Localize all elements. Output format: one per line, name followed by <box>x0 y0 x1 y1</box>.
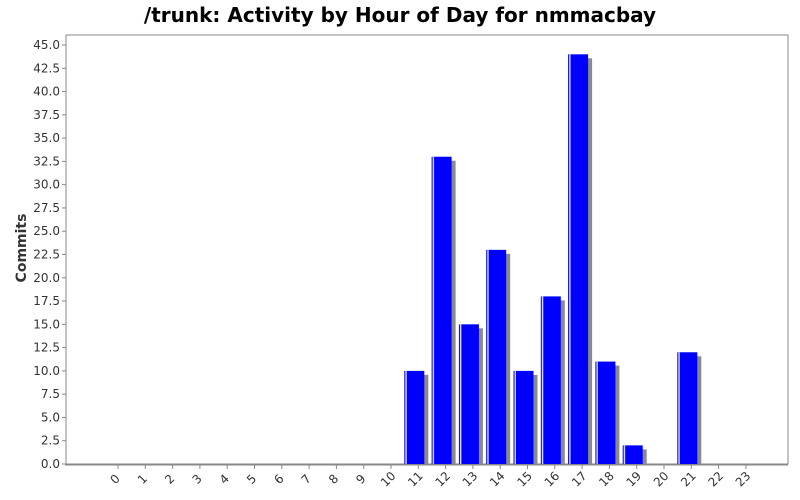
y-tick-label: 10.0 <box>33 364 60 378</box>
y-tick-label: 17.5 <box>33 294 60 308</box>
bar-group <box>540 296 565 464</box>
bar <box>540 296 561 464</box>
x-tick-label: 13 <box>460 469 481 490</box>
x-axis-ticks: 0 1 2 3 4 5 6 7 8 9 10 11 12 13 14 15 16 17 18 19 20 21 22 23 <box>108 465 754 490</box>
x-tick-label: 16 <box>542 469 563 490</box>
bar-group <box>677 352 702 464</box>
y-tick-label: 2.5 <box>41 434 60 448</box>
bar-group <box>513 370 538 464</box>
x-tick-label: 17 <box>569 469 590 490</box>
y-tick-label: 45.0 <box>33 38 60 52</box>
chart-title: /trunk: Activity by Hour of Day for nmma… <box>144 3 656 27</box>
y-tick-label: 12.5 <box>33 341 60 355</box>
y-tick-label: 42.5 <box>33 61 60 75</box>
x-tick-label: 21 <box>678 469 699 490</box>
x-tick-label: 20 <box>651 469 672 490</box>
y-tick-label: 32.5 <box>33 154 60 168</box>
bar-group <box>595 361 620 464</box>
bar-highlight <box>405 370 407 464</box>
y-tick-label: 40.0 <box>33 85 60 99</box>
x-tick-label: 4 <box>217 472 232 487</box>
bar <box>568 54 589 465</box>
bar-group <box>486 249 511 464</box>
bar-highlight <box>487 249 489 464</box>
x-tick-label: 19 <box>624 469 645 490</box>
x-tick-label: 6 <box>271 472 286 487</box>
bar-highlight <box>541 296 544 464</box>
y-tick-label: 0.0 <box>41 457 60 471</box>
bar-highlight <box>459 324 462 464</box>
x-tick-label: 12 <box>432 469 453 490</box>
bar-highlight <box>432 156 435 464</box>
bar <box>458 324 479 464</box>
y-tick-label: 22.5 <box>33 248 60 262</box>
y-tick-label: 30.0 <box>33 178 60 192</box>
y-tick-label: 27.5 <box>33 201 60 215</box>
y-tick-label: 5.0 <box>41 410 60 424</box>
x-tick-label: 9 <box>353 472 368 487</box>
x-tick-label: 8 <box>326 472 341 487</box>
bar-group <box>458 324 483 464</box>
bar <box>513 370 534 464</box>
bar <box>431 156 452 464</box>
x-tick-label: 14 <box>487 469 508 490</box>
x-tick-label: 15 <box>514 469 535 490</box>
x-tick-label: 1 <box>135 472 150 487</box>
x-tick-label: 7 <box>299 472 314 487</box>
bar-group <box>404 370 429 464</box>
bar-highlight <box>514 370 516 464</box>
y-tick-label: 25.0 <box>33 224 60 238</box>
y-axis-ticks: 0.0 2.5 5.0 7.5 10.0 12.5 15.0 17.5 20.0 22.5 25.0… <box>33 38 66 471</box>
y-tick-label: 37.5 <box>33 108 60 122</box>
bar <box>677 352 698 464</box>
bar-highlight <box>569 54 571 465</box>
y-tick-label: 7.5 <box>41 387 60 401</box>
x-tick-label: 11 <box>405 469 426 490</box>
bar-group <box>568 54 593 465</box>
bar <box>404 370 425 464</box>
x-tick-label: 0 <box>108 472 123 487</box>
y-tick-label: 15.0 <box>33 317 60 331</box>
bar-highlight <box>678 352 680 464</box>
bar <box>595 361 616 464</box>
bar-group <box>431 156 456 464</box>
x-tick-label: 2 <box>162 472 177 487</box>
bar <box>622 445 643 464</box>
x-tick-label: 18 <box>596 469 617 490</box>
x-tick-label: 22 <box>705 469 726 490</box>
x-tick-label: 3 <box>189 472 204 487</box>
bar <box>486 249 507 464</box>
x-tick-label: 5 <box>244 472 259 487</box>
y-tick-label: 35.0 <box>33 131 60 145</box>
bar-highlight <box>596 361 598 464</box>
x-tick-label: 10 <box>378 469 399 490</box>
bars <box>404 54 702 465</box>
y-axis-label: Commits <box>14 214 30 283</box>
y-tick-label: 20.0 <box>33 271 60 285</box>
bar-group <box>622 445 647 464</box>
bar-highlight <box>623 445 626 464</box>
x-tick-label: 23 <box>733 469 754 490</box>
